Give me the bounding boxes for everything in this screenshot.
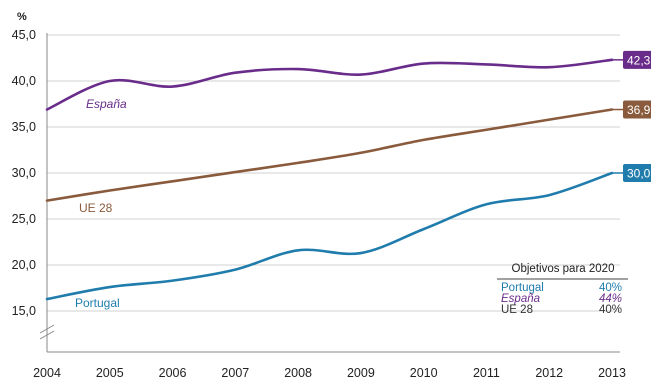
end-value-badge (623, 50, 651, 69)
y-tick-label: 25,0 (12, 212, 36, 226)
gridlines (47, 34, 620, 312)
y-tick-label: 15,0 (12, 304, 36, 318)
y-tick-label: 45,0 (12, 28, 36, 42)
x-tick-label: 2009 (347, 366, 375, 380)
series-label: UE 28 (79, 201, 113, 215)
axis-break-mark (39, 330, 55, 340)
y-tick-label: 30,0 (12, 166, 36, 180)
legend-entry-name: España (501, 293, 540, 305)
series-line-portugal (45, 171, 614, 301)
series-label: Portugal (75, 296, 120, 310)
axis-break-mark (39, 324, 55, 334)
x-tick-label: 2012 (535, 366, 563, 380)
y-tick-label: 40,0 (12, 74, 36, 88)
x-tick-label: 2013 (598, 366, 626, 380)
legend-entry-value: 40% (599, 304, 622, 316)
x-tick-label: 2007 (221, 366, 249, 380)
legend-entry-name: Portugal (501, 282, 544, 294)
legend-title: Objetivos para 2020 (512, 263, 615, 275)
x-tick-label: 2010 (410, 366, 438, 380)
x-tick-label: 2011 (473, 366, 500, 380)
y-axis-unit: % (17, 11, 27, 23)
end-value-badge (623, 100, 651, 119)
x-tick-label: 2005 (96, 366, 124, 380)
y-tick-label: 35,0 (12, 120, 36, 134)
x-tick-label: 2004 (33, 366, 61, 380)
end-value-label: 42,3 (627, 53, 651, 67)
x-tick-label: 2008 (284, 366, 312, 380)
series-lines (45, 58, 614, 301)
tick-labels: 15,0 20,0 25,0 30,0 35,0 40,0 45,0% 2004 2005 200… (12, 11, 626, 380)
series-line-españa (45, 58, 614, 111)
end-value-label: 36,9 (627, 103, 651, 117)
end-value-badge (623, 164, 651, 182)
legend-entry-value: 44% (599, 293, 622, 305)
end-value-label: 30,0 (627, 167, 651, 181)
targets-legend: Objetivos para 2020 Portugal 40% España 44% U… (497, 263, 628, 316)
legend-entry-value: 40% (599, 282, 622, 294)
series-line-ue-28 (45, 108, 614, 202)
legend-entry-name: UE 28 (501, 304, 533, 316)
series-labels: España UE 28 Portugal (75, 97, 127, 310)
end-value-labels: 42,3 36,9 30,0 (613, 50, 651, 182)
x-tick-label: 2006 (159, 366, 187, 380)
y-tick-label: 20,0 (12, 258, 36, 272)
series-label: España (86, 97, 127, 111)
